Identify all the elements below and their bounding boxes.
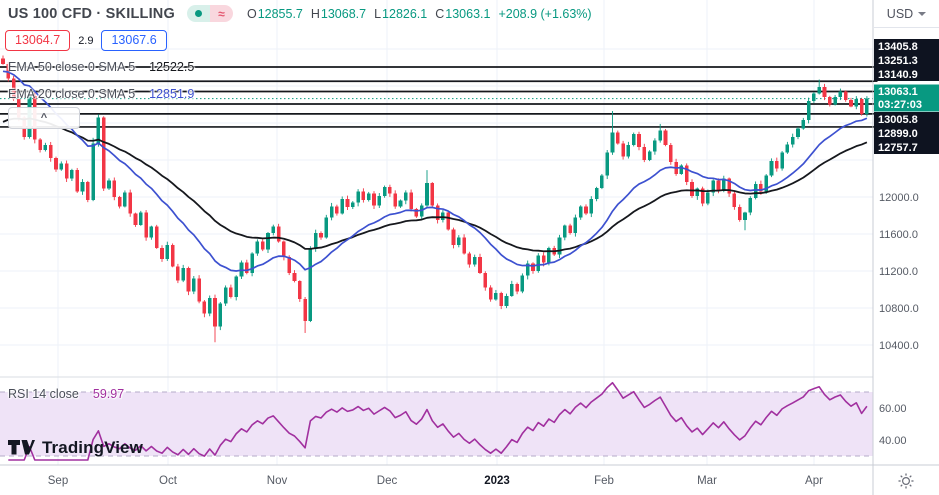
svg-text:13063.1: 13063.1 <box>878 86 918 98</box>
svg-text:Sep: Sep <box>48 475 68 487</box>
ema20-label: EMA 20 close 0 SMA 5 <box>8 87 136 101</box>
market-open-dot-icon <box>186 5 210 22</box>
ema-50-line <box>2 117 868 253</box>
low-label: L <box>374 6 382 21</box>
high-label: H <box>310 6 320 21</box>
close-label: C <box>435 6 445 21</box>
price-axis-labels: 12000.0 11600.0 11200.0 10800.0 10400.0 60.00… <box>873 66 919 447</box>
time-axis[interactable] <box>0 465 939 495</box>
svg-text:Nov: Nov <box>267 475 288 487</box>
tradingview-logo[interactable]: TradingView <box>8 438 143 458</box>
svg-text:03:27:03: 03:27:03 <box>878 99 922 111</box>
rsi-band <box>0 391 873 457</box>
price-level-lines <box>0 66 873 128</box>
svg-text:Dec: Dec <box>377 475 398 487</box>
ask-button[interactable]: 13067.6 <box>101 30 167 51</box>
symbol-header: US 100 CFD · SKILLING ≈ O 12855.7 H 13068.… <box>8 5 592 22</box>
close-value: 13063.1 <box>445 6 491 21</box>
svg-text:Apr: Apr <box>805 475 823 487</box>
svg-text:40.00: 40.00 <box>879 435 907 447</box>
change-value: +208.9 (+1.63%) <box>498 6 592 21</box>
ema50-label: EMA 50 close 0 SMA 5 <box>8 60 136 74</box>
rsi-label: RSI 14 close <box>8 387 79 401</box>
open-value: 12855.7 <box>257 6 303 21</box>
low-value: 12826.1 <box>382 6 428 21</box>
bid-button[interactable]: 13064.7 <box>5 30 71 51</box>
price-axis-badges: 13405.8 13251.3 13140.9 13063.103:27:03 1300… <box>874 39 939 154</box>
svg-text:13140.9: 13140.9 <box>878 69 918 81</box>
svg-text:60.00: 60.00 <box>879 403 907 415</box>
bid-ask-row: 13064.7 2.9 13067.6 <box>5 30 167 51</box>
svg-text:11200.0: 11200.0 <box>879 266 918 278</box>
pane-collapse-button[interactable]: ^ <box>8 107 80 129</box>
legend-ema20[interactable]: EMA 20 close 0 SMA 5 12851.9 <box>8 87 194 101</box>
axis-settings-button[interactable] <box>896 471 916 491</box>
rsi-line <box>8 381 868 461</box>
candlesticks <box>1 55 869 343</box>
open-label: O <box>246 6 257 21</box>
svg-text:Feb: Feb <box>594 475 614 487</box>
tradingview-logo-text: TradingView <box>42 438 143 457</box>
time-axis-labels: Sep Oct Nov Dec 2023 Feb Mar Apr <box>48 475 823 487</box>
svg-text:12757.7: 12757.7 <box>878 142 918 154</box>
svg-text:Oct: Oct <box>159 475 178 487</box>
svg-text:10800.0: 10800.0 <box>879 303 919 315</box>
chevron-down-icon <box>918 11 927 16</box>
high-value: 13068.7 <box>320 6 367 21</box>
svg-text:12899.0: 12899.0 <box>878 128 918 140</box>
price-axis[interactable] <box>873 0 939 465</box>
svg-text:10400.0: 10400.0 <box>879 340 919 352</box>
tradingview-logo-icon <box>8 439 35 454</box>
ema50-value: 12522.5 <box>149 60 195 74</box>
svg-text:13005.8: 13005.8 <box>878 114 918 126</box>
market-status-pill[interactable]: ≈ <box>186 5 233 22</box>
legend-ema50[interactable]: EMA 50 close 0 SMA 5 12522.5 <box>8 60 194 74</box>
currency-dropdown[interactable]: USD <box>874 0 939 28</box>
ema20-value: 12851.9 <box>149 87 195 101</box>
approx-data-icon: ≈ <box>209 5 233 22</box>
svg-text:12000.0: 12000.0 <box>879 192 919 204</box>
ema-20-line <box>2 70 868 272</box>
ohlc-readout: O 12855.7 H 13068.7 L 12826.1 C 13063.1 +208… <box>247 7 592 21</box>
rsi-value: 59.97 <box>92 387 125 401</box>
svg-text:13251.3: 13251.3 <box>878 55 918 67</box>
svg-text:13405.8: 13405.8 <box>878 41 918 53</box>
svg-text:2023: 2023 <box>484 475 510 487</box>
svg-text:Mar: Mar <box>697 475 717 487</box>
svg-text:11600.0: 11600.0 <box>879 229 918 241</box>
symbol-title[interactable]: US 100 CFD · SKILLING <box>8 5 175 22</box>
spread-value: 2.9 <box>78 34 94 47</box>
gear-icon <box>898 473 914 489</box>
currency-label: USD <box>886 6 914 21</box>
gridlines <box>0 0 873 465</box>
chevron-up-icon: ^ <box>40 111 48 124</box>
legend-rsi[interactable]: RSI 14 close 59.97 <box>8 387 124 401</box>
